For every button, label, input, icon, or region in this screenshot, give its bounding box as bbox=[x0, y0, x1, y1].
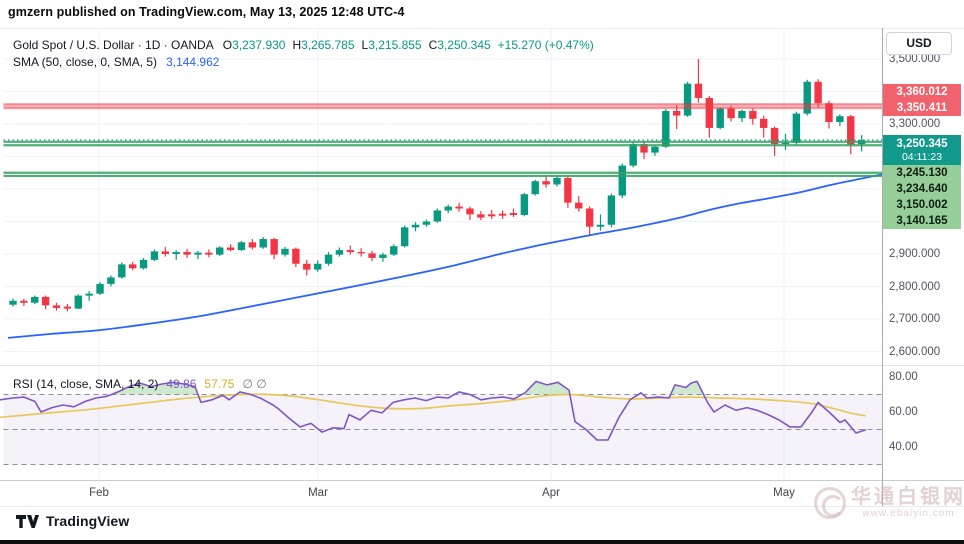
symbol-title: Gold Spot / U.S. Dollar · 1D · OANDA bbox=[13, 38, 214, 52]
footer-brand[interactable]: TradingView bbox=[16, 513, 129, 529]
high-label: H bbox=[292, 38, 302, 52]
low-value: 3,215.855 bbox=[368, 38, 422, 52]
tradingview-logo-icon bbox=[16, 514, 39, 528]
price-level-badge: 3,360.012 bbox=[883, 84, 961, 100]
sma-title: SMA (50, close, 0, SMA, 5) bbox=[13, 55, 158, 69]
main-series-legend[interactable]: Gold Spot / U.S. Dollar · 1D · OANDA O 3,… bbox=[13, 37, 594, 71]
close-label: C bbox=[428, 38, 438, 52]
low-label: L bbox=[361, 38, 369, 52]
price-scale-label: 2,900.000 bbox=[889, 248, 941, 260]
rsi-overbought-fill bbox=[3, 381, 866, 395]
rsi-legend[interactable]: RSI (14, close, SMA, 14, 2) 49.86 57.75 … bbox=[13, 376, 267, 392]
rsi-ma-value: 57.75 bbox=[204, 377, 235, 391]
price-scale-label: 2,700.000 bbox=[889, 313, 941, 325]
rsi-null-values: ∅ ∅ bbox=[242, 377, 267, 391]
sma50-line bbox=[7, 173, 883, 339]
close-value: 3,250.345 bbox=[437, 38, 491, 52]
open-label: O bbox=[222, 38, 233, 52]
rsi-line bbox=[0, 380, 867, 441]
price-scale-label: 2,600.000 bbox=[889, 345, 941, 358]
sma-value: 3,144.962 bbox=[166, 55, 220, 69]
time-axis-label: Feb bbox=[89, 487, 109, 499]
price-level-badge: 3,140.165 bbox=[883, 213, 961, 229]
price-scale-label: 3,500.000 bbox=[889, 53, 941, 65]
current-price-badge: 3,250.345 04:11:23 bbox=[883, 135, 961, 165]
price-level-badge: 3,350.411 bbox=[883, 100, 961, 116]
price-scale-label: 2,800.000 bbox=[889, 280, 941, 293]
time-axis-label: Apr bbox=[542, 487, 560, 499]
open-value: 3,237.930 bbox=[232, 38, 286, 52]
rsi-scale-label: 80.00 bbox=[889, 371, 918, 383]
symbol-legend-row: Gold Spot / U.S. Dollar · 1D · OANDA O 3,… bbox=[13, 37, 594, 54]
time-axis-label: Mar bbox=[308, 487, 328, 499]
currency-button[interactable]: USD bbox=[886, 32, 952, 55]
price-scale-label: 3,300.000 bbox=[889, 118, 941, 130]
bottom-border-bar bbox=[0, 540, 964, 544]
price-level-badge: 3,234.640 bbox=[883, 181, 961, 197]
change-value: +15.270 (+0.47%) bbox=[497, 38, 594, 52]
gridlines bbox=[3, 28, 882, 480]
bar-countdown: 04:11:23 bbox=[901, 151, 943, 163]
rsi-band bbox=[3, 394, 882, 465]
price-level-badge: 3,150.002 bbox=[883, 197, 961, 213]
brand-name: TradingView bbox=[46, 513, 130, 529]
rsi-scale-label: 40.00 bbox=[889, 441, 918, 453]
attribution-text: gmzern published on TradingView.com, May… bbox=[8, 5, 405, 19]
sma-legend-row: SMA (50, close, 0, SMA, 5) 3,144.962 bbox=[13, 54, 594, 71]
high-value: 3,265.785 bbox=[301, 38, 355, 52]
rsi-ma-line bbox=[0, 393, 867, 419]
time-axis-label: May bbox=[773, 487, 795, 499]
rsi-scale-label: 60.00 bbox=[889, 406, 918, 418]
rsi-title: RSI (14, close, SMA, 14, 2) bbox=[13, 377, 159, 391]
candles-layer bbox=[9, 59, 866, 312]
price-level-badge: 3,245.130 bbox=[883, 165, 961, 181]
rsi-value: 49.86 bbox=[166, 377, 197, 391]
